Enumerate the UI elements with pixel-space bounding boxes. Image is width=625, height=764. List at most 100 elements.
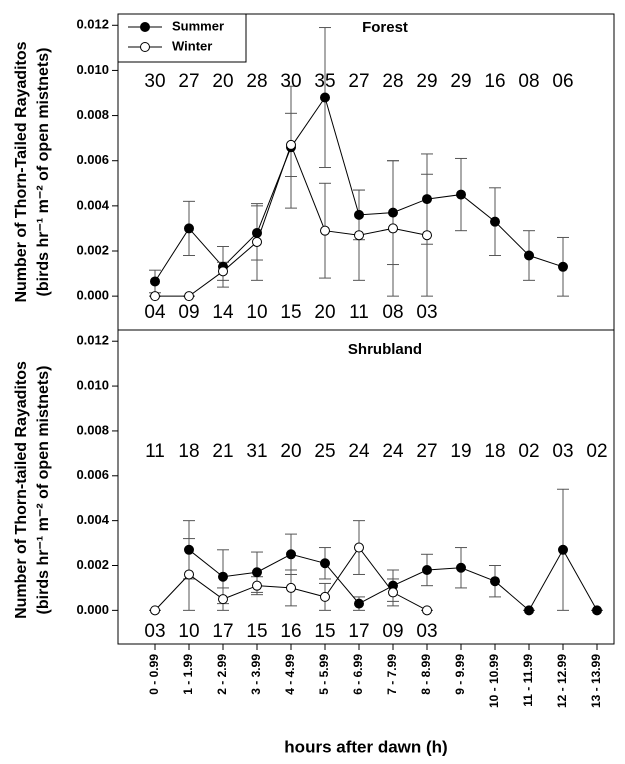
sample-size-label: 30	[144, 71, 165, 92]
sample-size-label: 30	[280, 71, 301, 92]
plot-frame	[117, 13, 615, 645]
sample-size-label: 15	[246, 621, 267, 642]
x-tick-label: 1 - 1.99	[181, 654, 195, 695]
sample-size-label: 02	[586, 441, 607, 462]
x-tick-label: 2 - 2.99	[215, 654, 229, 695]
x-tick-label: 3 - 3.99	[249, 654, 263, 695]
data-point	[456, 562, 466, 573]
x-tick-label: 5 - 5.99	[317, 654, 331, 695]
sample-size-label: 14	[212, 302, 234, 323]
sample-size-label: 25	[314, 441, 335, 462]
legend-label: Winter	[172, 38, 212, 53]
sample-size-label: 08	[382, 302, 403, 323]
sample-size-label: 03	[416, 302, 437, 323]
legend-marker	[140, 22, 150, 32]
data-point	[490, 576, 500, 587]
x-tick-label: 4 - 4.99	[283, 654, 297, 695]
sample-size-label: 20	[314, 302, 335, 323]
data-point	[354, 230, 364, 241]
legend-box	[117, 13, 247, 63]
data-point	[218, 266, 228, 277]
x-tick-label: 12 - 12.99	[555, 654, 569, 708]
sample-size-label: 10	[178, 621, 199, 642]
y-tick-label: 0.004	[76, 512, 109, 527]
y-tick-label: 0.010	[76, 378, 109, 393]
sample-size-label: 24	[382, 441, 404, 462]
data-point	[184, 291, 194, 302]
y-axis-label: Number of Thorn-Tailed Rayaditos	[13, 41, 30, 302]
x-tick-label: 8 - 8.99	[419, 654, 433, 695]
data-point	[150, 276, 160, 287]
data-point	[218, 571, 228, 582]
data-point	[218, 594, 228, 605]
sample-size-label: 18	[484, 441, 505, 462]
sample-size-label: 20	[212, 71, 233, 92]
sample-size-label: 15	[314, 621, 335, 642]
data-point	[320, 225, 330, 236]
data-point	[184, 544, 194, 555]
data-point	[422, 194, 432, 205]
y-tick-label: 0.010	[76, 62, 109, 77]
sample-size-label: 21	[212, 441, 233, 462]
data-point	[524, 250, 534, 261]
sample-size-label: 09	[178, 302, 199, 323]
y-tick-label: 0.008	[76, 107, 109, 122]
sample-size-label: 29	[416, 71, 437, 92]
data-point	[252, 227, 262, 238]
sample-size-label: 20	[280, 441, 301, 462]
x-tick-label: 0 - 0.99	[147, 654, 161, 695]
data-point	[320, 558, 330, 569]
data-point	[592, 605, 602, 616]
x-tick-label: 9 - 9.99	[453, 654, 467, 695]
y-tick-label: 0.004	[76, 197, 109, 212]
data-point	[558, 261, 568, 272]
y-tick-label: 0.000	[76, 288, 109, 303]
x-axis-label: hours after dawn (h)	[284, 737, 447, 756]
sample-size-label: 28	[246, 71, 267, 92]
x-tick-label: 11 - 11.99	[521, 654, 535, 707]
data-point	[252, 580, 262, 591]
y-axis-label: (birds hr⁻¹ m⁻² of open mistnets)	[35, 366, 52, 615]
sample-size-label: 06	[552, 71, 573, 92]
sample-size-label: 08	[518, 71, 539, 92]
data-point	[456, 189, 466, 200]
legend-marker	[140, 42, 150, 52]
x-tick-label: 6 - 6.99	[351, 654, 365, 695]
data-point	[354, 598, 364, 609]
data-point	[422, 605, 432, 616]
y-tick-label: 0.008	[76, 422, 109, 437]
y-tick-label: 0.012	[76, 333, 109, 348]
data-point	[150, 605, 160, 616]
sample-size-label: 28	[382, 71, 403, 92]
panel-title: Shrubland	[348, 341, 422, 358]
sample-size-label: 27	[348, 71, 369, 92]
sample-size-label: 29	[450, 71, 471, 92]
data-point	[354, 209, 364, 220]
data-point	[320, 92, 330, 103]
data-point	[422, 564, 432, 575]
data-point	[286, 582, 296, 593]
sample-size-label: 02	[518, 441, 539, 462]
data-point	[354, 542, 364, 553]
legend-label: Summer	[172, 18, 224, 33]
y-axis-label: (birds hr⁻¹ m⁻² of open mistnets)	[35, 48, 52, 297]
data-point	[422, 230, 432, 241]
data-point	[184, 569, 194, 580]
data-point	[184, 223, 194, 234]
sample-size-label: 04	[144, 302, 166, 323]
sample-size-label: 27	[416, 441, 437, 462]
sample-size-label: 27	[178, 71, 199, 92]
y-tick-label: 0.006	[76, 467, 109, 482]
data-point	[388, 223, 398, 234]
sample-size-label: 03	[416, 621, 437, 642]
sample-size-label: 18	[178, 441, 199, 462]
y-tick-label: 0.012	[76, 17, 109, 32]
sample-size-label: 19	[450, 441, 471, 462]
sample-size-label: 11	[145, 441, 165, 462]
sample-size-label: 16	[484, 71, 505, 92]
data-point	[252, 236, 262, 247]
sample-size-label: 03	[552, 441, 573, 462]
y-tick-label: 0.000	[76, 602, 109, 617]
data-point	[490, 216, 500, 227]
